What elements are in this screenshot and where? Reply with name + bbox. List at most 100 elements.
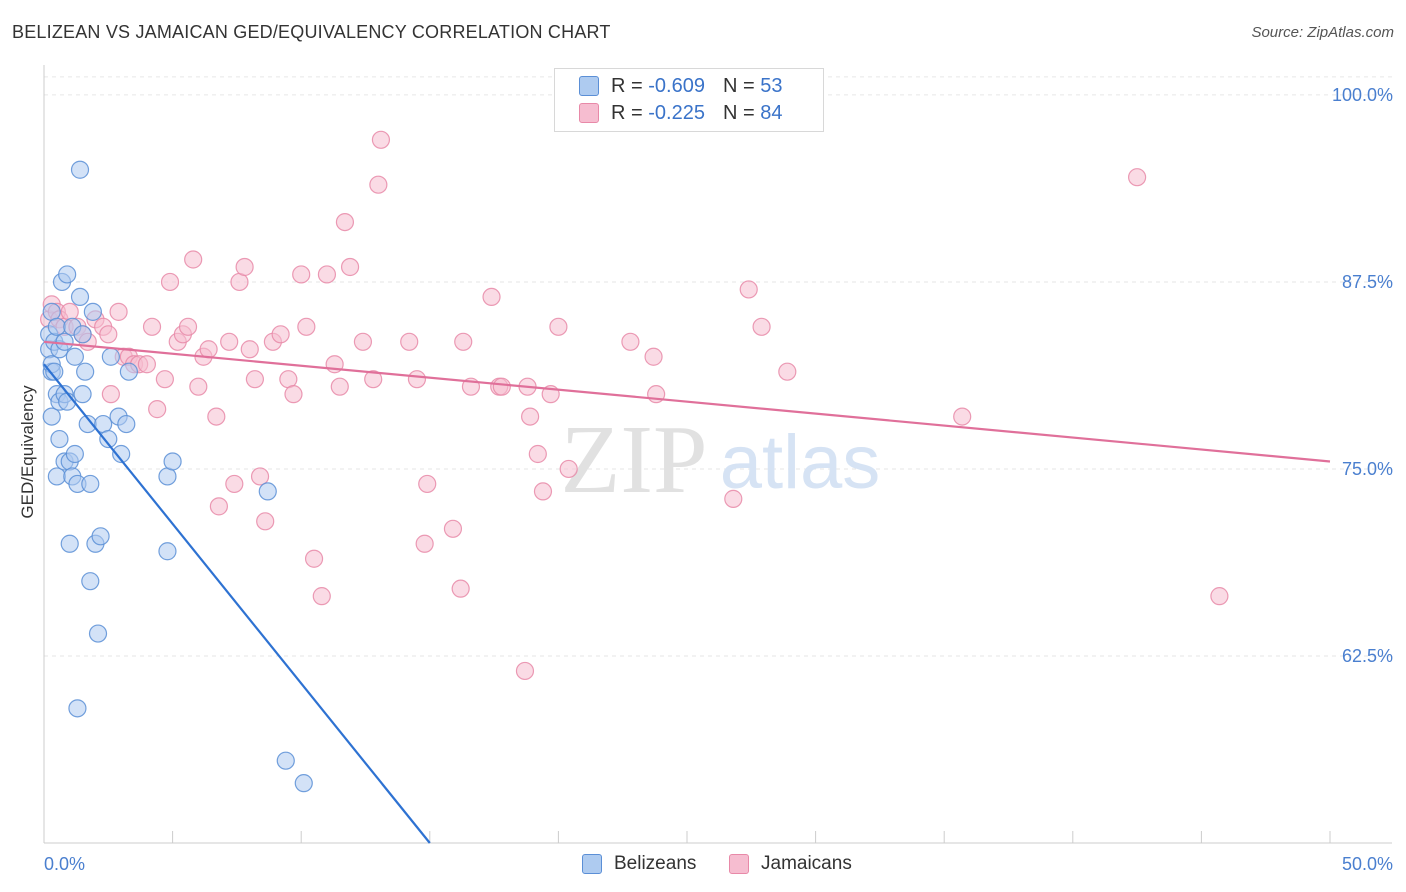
tick-labels: 62.5% 75.0% 87.5% 100.0% 0.0% 50.0% — [44, 85, 1393, 874]
belizean-point — [99, 429, 118, 449]
jamaican-point — [207, 407, 226, 426]
jamaican-point — [407, 370, 427, 389]
jamaican-point — [415, 534, 434, 553]
belizean-point — [81, 572, 100, 591]
bottom-legend-belizeans: Belizeans — [582, 851, 696, 877]
jamaican-point — [284, 385, 303, 404]
jamaican-point — [739, 280, 758, 299]
jamaican-point — [443, 519, 463, 538]
jamaican-point — [209, 497, 228, 516]
jamaican-point — [724, 489, 743, 508]
belizeans-r-label: R = — [611, 74, 643, 97]
jamaican-point — [250, 467, 270, 486]
jamaican-point — [752, 317, 771, 336]
belizean-point — [65, 444, 84, 464]
belizean-point — [76, 362, 95, 381]
jamaican-point — [235, 257, 254, 277]
belizean-point — [101, 347, 120, 366]
jamaican-point — [148, 400, 167, 419]
jamaican-point — [369, 175, 388, 194]
y-axis-label: GED/Equivalency — [18, 385, 37, 519]
jamaican-point — [492, 377, 511, 396]
jamaican-point — [330, 377, 349, 396]
jamaican-point — [304, 549, 324, 568]
jamaican-point — [482, 287, 501, 307]
jamaican-point — [178, 317, 198, 336]
jamaican-point — [312, 587, 331, 606]
belizean-point — [42, 407, 61, 426]
jamaican-point — [400, 332, 419, 351]
jamaican-point — [297, 317, 316, 336]
jamaican-point — [155, 370, 174, 389]
jamaican-point — [364, 370, 383, 389]
jamaican-point — [160, 272, 180, 292]
jamaican-point — [353, 332, 373, 351]
belizean-point — [70, 287, 90, 307]
jamaican-point — [335, 212, 355, 232]
jamaican-point — [559, 459, 578, 479]
y-tick-label: 75.0% — [1342, 459, 1393, 479]
jamaican-point — [142, 317, 162, 336]
belizeans-n-label: N = — [722, 74, 755, 97]
jamaican-point — [644, 347, 663, 366]
jamaican-point — [271, 325, 290, 344]
belizeans-swatch — [579, 76, 599, 96]
jamaican-point — [953, 407, 972, 426]
watermark: ZIP atlas — [561, 406, 881, 514]
belizean-point — [81, 474, 100, 494]
jamaican-point — [621, 332, 640, 351]
jamaicans-swatch — [579, 103, 599, 123]
jamaican-point — [184, 250, 203, 269]
belizean-point — [91, 527, 110, 546]
correlation-legend: R = -0.609 N = 53 R = -0.225 N = 84 — [554, 68, 824, 132]
grid-layer — [44, 76, 1392, 657]
jamaican-point — [60, 302, 79, 321]
watermark-atlas: atlas — [720, 420, 881, 505]
jamaican-point — [199, 340, 218, 359]
belizean-point — [276, 751, 295, 770]
jamaican-point — [418, 474, 437, 494]
jamaicans-n-value: 84 — [760, 101, 783, 124]
jamaican-point — [521, 407, 540, 426]
jamaican-point — [189, 377, 208, 396]
jamaican-point — [109, 302, 128, 321]
x-tick-label-max: 50.0% — [1342, 854, 1393, 874]
axis-layer — [43, 65, 1392, 844]
belizean-point — [73, 385, 92, 404]
jamaican-point — [240, 340, 259, 359]
source-label: Source: ZipAtlas.com — [1251, 24, 1394, 41]
jamaican-point — [340, 257, 360, 277]
jamaican-point — [1127, 168, 1147, 187]
y-tick-label: 87.5% — [1342, 272, 1393, 292]
chart-title: BELIZEAN VS JAMAICAN GED/EQUIVALENCY COR… — [12, 22, 611, 42]
belizeans-n-value: 53 — [760, 74, 783, 97]
bottom-belizeans-label: Belizeans — [614, 853, 697, 874]
jamaican-point — [778, 362, 797, 381]
jamaican-point — [533, 482, 553, 501]
jamaican-point — [528, 444, 547, 464]
jamaican-point — [292, 265, 311, 284]
belizean-point — [117, 414, 136, 434]
belizean-point — [294, 774, 313, 793]
belizean-point — [58, 265, 77, 284]
jamaican-point — [451, 579, 470, 598]
belizean-point — [70, 160, 90, 179]
jamaican-point — [245, 370, 265, 389]
jamaican-point — [371, 130, 391, 149]
belizean-point — [47, 467, 66, 486]
belizeans-r-value: -0.609 — [648, 74, 705, 97]
trend-lines — [43, 340, 1331, 844]
belizean-point — [47, 317, 66, 336]
jamaican-point — [1210, 587, 1229, 606]
belizean-point — [163, 452, 182, 471]
y-tick-label: 100.0% — [1332, 85, 1393, 105]
bottom-jamaicans-swatch — [729, 854, 749, 874]
bottom-belizeans-swatch — [582, 854, 602, 874]
legend-row-jamaicans: R = -0.225 N = 84 — [579, 100, 782, 126]
belizean-point — [83, 302, 102, 321]
belizean-point — [65, 347, 84, 366]
belizean-point — [119, 362, 138, 381]
belizean-point — [73, 325, 92, 344]
jamaican-point — [454, 332, 473, 351]
